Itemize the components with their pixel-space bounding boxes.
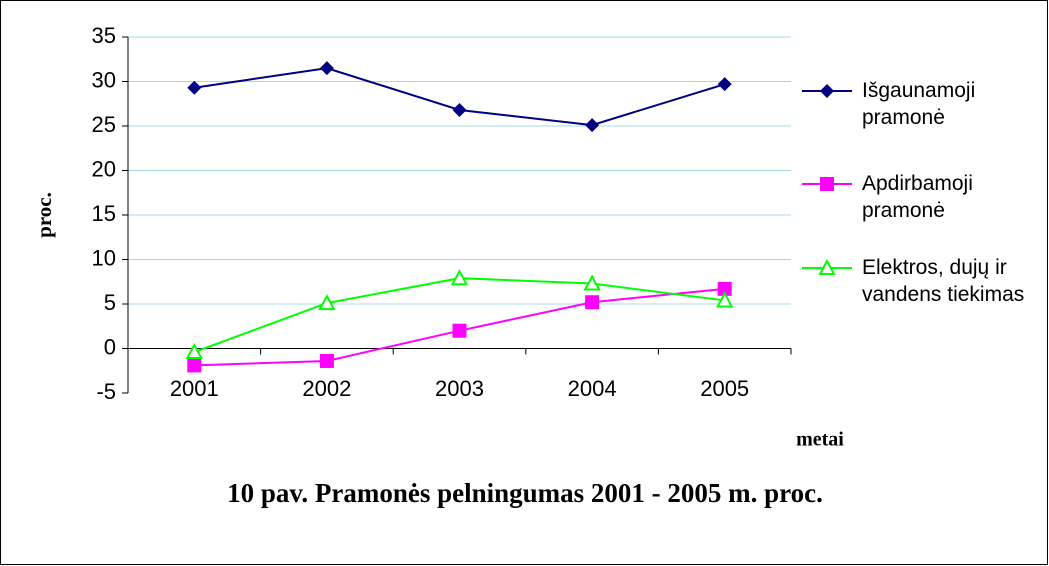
legend-marker	[818, 258, 836, 275]
y-axis-label: proc.	[32, 192, 56, 238]
x-tick-label: 2005	[700, 376, 749, 401]
data-point	[450, 269, 469, 286]
legend-marker	[820, 177, 834, 191]
data-point	[318, 294, 336, 311]
x-tick-label: 2001	[170, 376, 219, 401]
data-point	[319, 353, 334, 368]
x-tick-label: 2004	[568, 376, 617, 401]
y-tick-label: -5	[96, 379, 116, 404]
data-point	[585, 295, 600, 310]
data-point	[452, 102, 467, 117]
y-tick-label: 20	[92, 156, 116, 181]
y-tick-label: 25	[92, 112, 116, 137]
data-point	[185, 342, 203, 360]
data-point	[585, 118, 600, 133]
data-point	[717, 77, 732, 92]
x-axis-label: metai	[796, 429, 844, 451]
legend-label: Elektros, dujų ir vandens tiekimas	[862, 256, 1025, 306]
data-point	[187, 80, 202, 95]
y-tick-label: 30	[92, 67, 116, 92]
data-point	[583, 274, 601, 291]
y-tick-label: 0	[104, 334, 116, 359]
legend-label: Apdirbamoji pramonė	[862, 172, 973, 222]
y-tick-label: 15	[92, 201, 116, 226]
data-point	[319, 61, 334, 76]
data-point	[187, 358, 202, 373]
y-tick-label: 35	[92, 23, 116, 48]
data-point	[716, 291, 734, 308]
chart-title: 10 pav. Pramonės pelningumas 2001 - 2005…	[227, 478, 823, 508]
y-tick-label: 10	[92, 245, 116, 270]
x-tick-label: 2003	[435, 376, 484, 401]
y-tick-label: 5	[104, 290, 116, 315]
data-point	[717, 281, 732, 296]
data-point	[452, 323, 467, 338]
x-tick-label: 2002	[302, 376, 351, 401]
legend-label: Išgaunamoji pramonė	[862, 79, 976, 129]
legend-marker	[820, 84, 834, 98]
